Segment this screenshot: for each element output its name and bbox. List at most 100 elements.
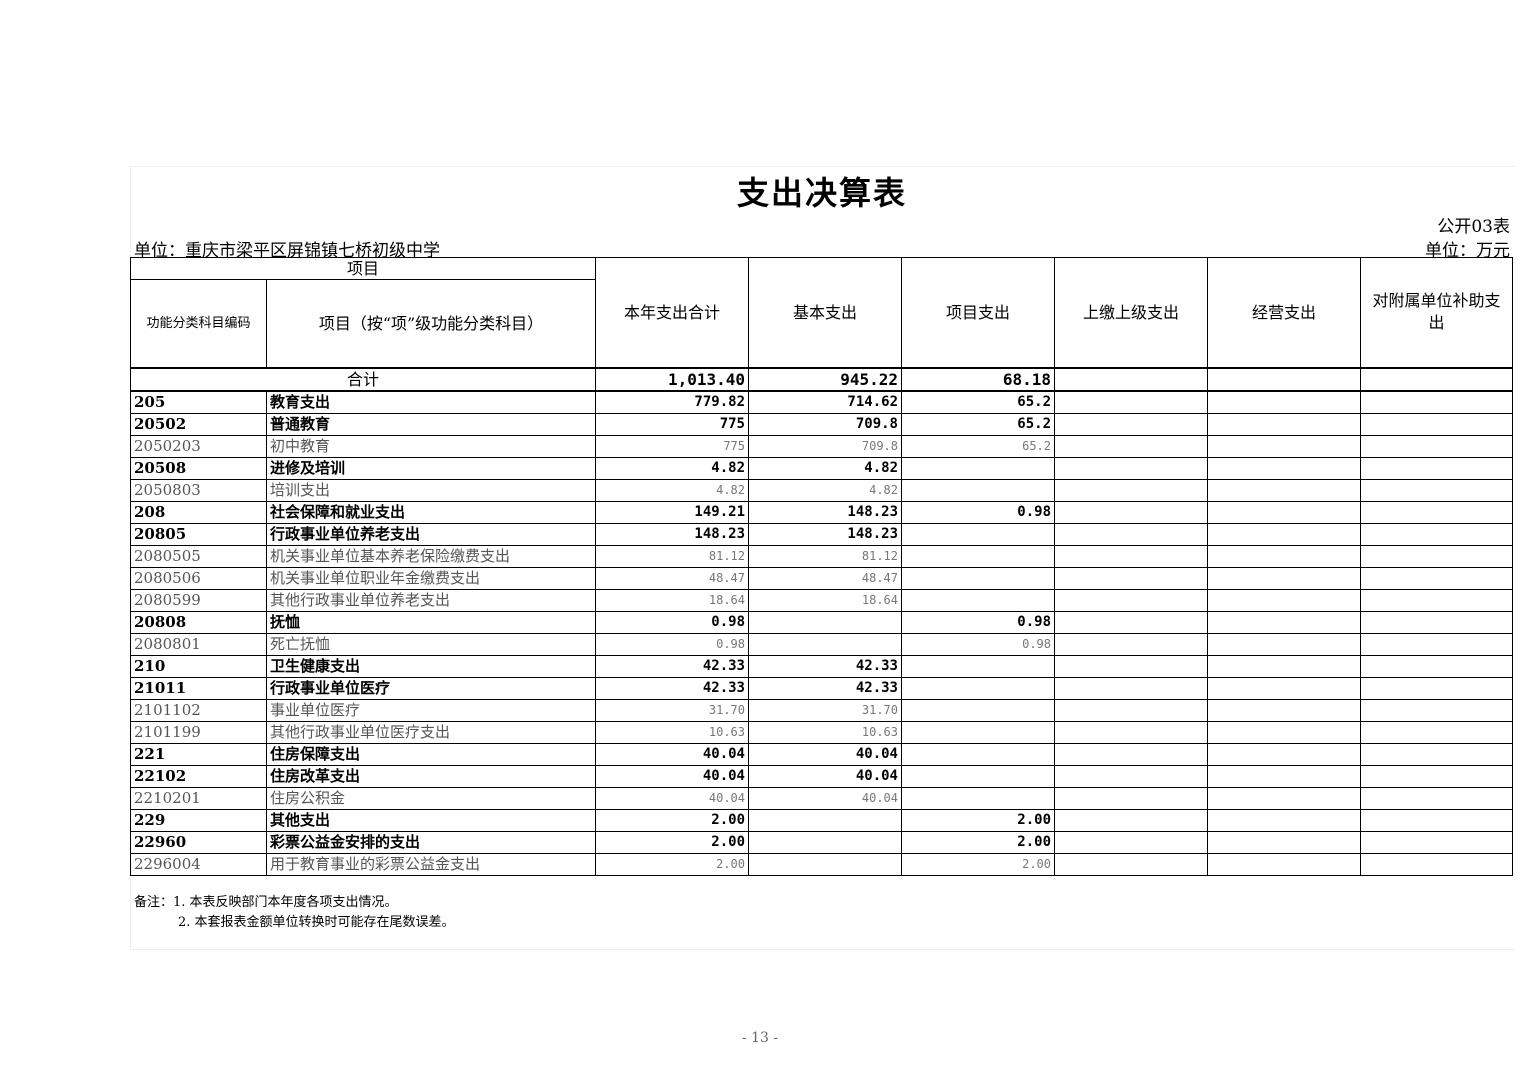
row-business: [1207, 764, 1361, 788]
row-subsidiary: [1360, 764, 1513, 788]
row-name: 住房改革支出: [266, 764, 596, 788]
row-name: 机关事业单位职业年金缴费支出: [266, 566, 596, 590]
row-subsidiary: [1360, 676, 1513, 700]
row-total: 48.47: [595, 566, 749, 590]
row-name: 进修及培训: [266, 456, 596, 480]
expenditure-table: 项目 本年支出合计 基本支出 项目支出 上缴上级支出 经营支出 对附属单位补助支…: [130, 257, 1513, 876]
row-project: [901, 676, 1055, 700]
row-subsidiary: [1360, 830, 1513, 854]
row-subsidiary: [1360, 654, 1513, 678]
row-basic: 4.82: [748, 478, 902, 502]
table-row: 2080599 其他行政事业单位养老支出 18.64 18.64: [130, 588, 1513, 612]
table-row: 2050203 初中教育 775 709.8 65.2: [130, 434, 1513, 458]
row-total: 2.00: [595, 830, 749, 854]
row-code: 21011: [130, 676, 267, 700]
row-project: [901, 544, 1055, 568]
row-upper: [1054, 808, 1208, 832]
table-row: 221 住房保障支出 40.04 40.04: [130, 742, 1513, 766]
total-subsidiary: [1360, 366, 1513, 392]
row-basic: 4.82: [748, 456, 902, 480]
header-subsidiary: 对附属单位补助支出: [1360, 257, 1513, 368]
table-row: 2080506 机关事业单位职业年金缴费支出 48.47 48.47: [130, 566, 1513, 590]
header-upper: 上缴上级支出: [1054, 257, 1208, 368]
row-subsidiary: [1360, 588, 1513, 612]
row-business: [1207, 720, 1361, 744]
row-name: 抚恤: [266, 610, 596, 634]
row-basic: 709.8: [748, 434, 902, 458]
row-total: 2.00: [595, 808, 749, 832]
row-subsidiary: [1360, 500, 1513, 524]
row-project: [901, 654, 1055, 678]
row-upper: [1054, 764, 1208, 788]
row-project: 65.2: [901, 434, 1055, 458]
row-code: 2080506: [130, 566, 267, 590]
row-upper: [1054, 720, 1208, 744]
row-basic: [748, 830, 902, 854]
row-project: [901, 522, 1055, 546]
row-project: 65.2: [901, 412, 1055, 436]
row-code: 2050803: [130, 478, 267, 502]
row-total: 0.98: [595, 610, 749, 634]
row-upper: [1054, 830, 1208, 854]
row-total: 42.33: [595, 676, 749, 700]
page-number: - 13 -: [741, 1030, 779, 1046]
row-code: 210: [130, 654, 267, 678]
row-basic: [748, 610, 902, 634]
row-subsidiary: [1360, 456, 1513, 480]
row-total: 775: [595, 412, 749, 436]
table-row: 229 其他支出 2.00 2.00: [130, 808, 1513, 832]
header-business: 经营支出: [1207, 257, 1361, 368]
row-upper: [1054, 456, 1208, 480]
row-code: 2080801: [130, 632, 267, 656]
row-code: 20808: [130, 610, 267, 634]
row-total: 40.04: [595, 742, 749, 766]
row-subsidiary: [1360, 852, 1513, 876]
row-business: [1207, 676, 1361, 700]
row-project: [901, 478, 1055, 502]
table-row: 20502 普通教育 775 709.8 65.2: [130, 412, 1513, 436]
row-subsidiary: [1360, 412, 1513, 436]
row-basic: 10.63: [748, 720, 902, 744]
row-project: 2.00: [901, 830, 1055, 854]
row-total: 779.82: [595, 390, 749, 414]
row-name: 教育支出: [266, 390, 596, 414]
row-upper: [1054, 632, 1208, 656]
row-business: [1207, 654, 1361, 678]
row-business: [1207, 434, 1361, 458]
row-subsidiary: [1360, 434, 1513, 458]
total-sum: 1,013.40: [595, 366, 749, 392]
row-code: 20508: [130, 456, 267, 480]
row-business: [1207, 390, 1361, 414]
row-project: [901, 698, 1055, 722]
row-total: 775: [595, 434, 749, 458]
row-project: 65.2: [901, 390, 1055, 414]
row-business: [1207, 522, 1361, 546]
row-code: 2210201: [130, 786, 267, 810]
row-basic: 18.64: [748, 588, 902, 612]
row-subsidiary: [1360, 632, 1513, 656]
table-row: 2080801 死亡抚恤 0.98 0.98: [130, 632, 1513, 656]
total-business: [1207, 366, 1361, 392]
table-row: 208 社会保障和就业支出 149.21 148.23 0.98: [130, 500, 1513, 524]
row-basic: 48.47: [748, 566, 902, 590]
row-total: 10.63: [595, 720, 749, 744]
row-upper: [1054, 434, 1208, 458]
row-code: 229: [130, 808, 267, 832]
table-row: 2050803 培训支出 4.82 4.82: [130, 478, 1513, 502]
row-business: [1207, 500, 1361, 524]
row-name: 事业单位医疗: [266, 698, 596, 722]
row-subsidiary: [1360, 522, 1513, 546]
row-business: [1207, 632, 1361, 656]
header-basic: 基本支出: [748, 257, 902, 368]
row-code: 2101102: [130, 698, 267, 722]
row-basic: 81.12: [748, 544, 902, 568]
row-basic: 42.33: [748, 676, 902, 700]
row-code: 2080599: [130, 588, 267, 612]
row-upper: [1054, 676, 1208, 700]
row-business: [1207, 456, 1361, 480]
currency-unit: 单位：万元: [1425, 241, 1510, 261]
row-project: [901, 566, 1055, 590]
row-upper: [1054, 390, 1208, 414]
row-code: 2296004: [130, 852, 267, 876]
row-name: 其他行政事业单位养老支出: [266, 588, 596, 612]
